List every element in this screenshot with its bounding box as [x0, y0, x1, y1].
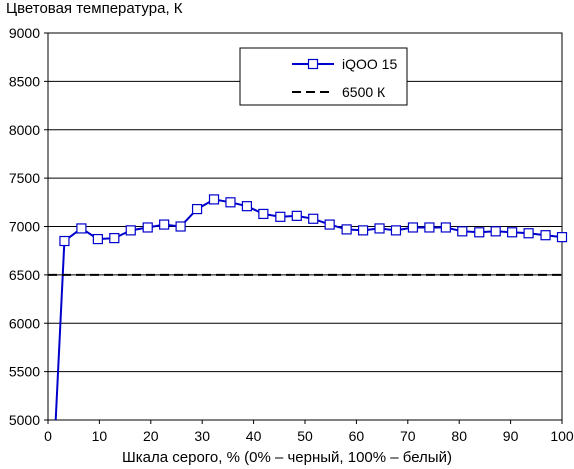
data-point-marker — [556, 232, 568, 243]
data-point-marker — [341, 224, 352, 235]
data-point-marker — [507, 227, 518, 238]
x-tick-label: 40 — [246, 428, 262, 444]
legend-box — [239, 47, 408, 106]
y-tick-label: 5000 — [9, 412, 40, 428]
y-axis-title: Цветовая температура, К — [6, 0, 183, 17]
y-tick-label: 7500 — [9, 170, 40, 186]
data-point-marker — [208, 194, 220, 205]
data-point-marker — [390, 225, 402, 236]
y-tick-label: 7000 — [9, 219, 40, 235]
data-point-marker — [191, 203, 203, 215]
legend-swatch-marker — [307, 58, 319, 70]
y-tick-label: 8500 — [9, 73, 40, 89]
data-point-marker — [490, 226, 501, 237]
data-point-marker — [142, 222, 153, 233]
data-point-marker — [241, 201, 253, 212]
data-point-marker — [357, 225, 369, 236]
y-tick-label: 5500 — [9, 364, 40, 380]
data-point-marker — [540, 230, 551, 241]
data-point-marker — [308, 213, 319, 224]
data-point-marker — [275, 211, 286, 222]
data-point-marker — [374, 223, 385, 234]
data-point-marker — [109, 233, 120, 244]
data-point-marker — [225, 197, 236, 208]
legend-label: iQOO 15 — [342, 56, 397, 72]
x-tick-label: 20 — [143, 428, 159, 444]
x-tick-label: 0 — [44, 428, 52, 444]
data-point-marker — [324, 219, 335, 230]
data-point-marker — [457, 226, 468, 237]
legend-label: 6500 К — [342, 84, 386, 100]
data-point-marker — [424, 222, 435, 233]
data-point-marker — [407, 222, 419, 233]
x-axis-title: Шкала серого, % (0% – черный, 100% – бел… — [122, 449, 452, 466]
data-point-marker — [59, 235, 70, 247]
data-point-marker — [474, 227, 485, 238]
data-point-marker — [291, 210, 302, 221]
data-point-marker — [523, 228, 534, 239]
data-point-marker — [92, 233, 103, 245]
y-tick-label: 6000 — [9, 315, 40, 331]
x-tick-label: 10 — [92, 428, 108, 444]
data-point-marker — [159, 219, 170, 230]
x-tick-label: 60 — [349, 428, 365, 444]
axis-ticks: 5000 5500 6000 6500 7000 7500 8000 8500 9000 0 10 2… — [9, 25, 574, 444]
y-tick-label: 6500 — [9, 267, 40, 283]
x-tick-label: 70 — [400, 428, 416, 444]
x-tick-label: 90 — [503, 428, 519, 444]
grid-lines — [48, 80, 562, 373]
x-tick-label: 50 — [297, 428, 313, 444]
legend: iQOO 15 6500 К — [239, 47, 408, 106]
data-point-marker — [440, 222, 451, 233]
data-point-marker — [125, 225, 136, 236]
data-point-marker — [76, 223, 87, 234]
data-point-marker — [258, 208, 269, 220]
x-tick-label: 30 — [194, 428, 210, 444]
data-point-marker — [175, 221, 186, 232]
x-tick-label: 100 — [550, 428, 574, 444]
series-layer — [48, 194, 568, 421]
y-tick-label: 9000 — [9, 25, 40, 41]
x-tick-label: 80 — [451, 428, 467, 444]
y-tick-label: 8000 — [9, 122, 40, 138]
